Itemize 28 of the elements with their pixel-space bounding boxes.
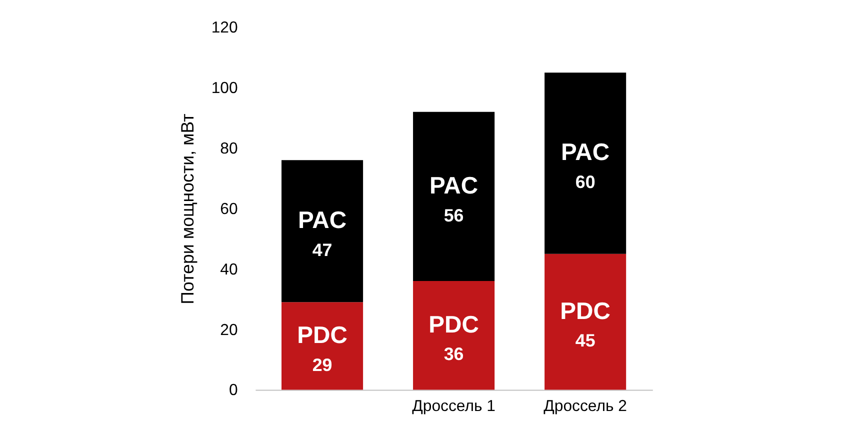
data-label: 36 [444, 344, 464, 364]
bar [282, 302, 364, 390]
data-label: 47 [312, 240, 332, 260]
data-label: 56 [444, 205, 464, 226]
y-tick-label: 120 [211, 20, 238, 37]
data-label: 45 [575, 330, 596, 351]
series-label: PDC [297, 322, 348, 349]
bar [413, 112, 495, 281]
y-axis-title: Потери мощности, мВт [177, 114, 198, 304]
x-tick-label: Дроссель 1 [412, 398, 496, 416]
x-tick-label: Дроссель 2 [544, 398, 628, 416]
bar [413, 281, 495, 390]
text: PDC [560, 298, 610, 325]
bar [544, 72, 626, 254]
text: PAC [298, 207, 347, 234]
bar [282, 160, 364, 302]
y-tick-label: 100 [211, 80, 238, 98]
text: PDC [428, 311, 479, 338]
y-tick-label: 80 [220, 140, 238, 158]
series-label: PAC [430, 172, 478, 200]
bar [544, 254, 626, 390]
y-tick-label: 40 [220, 261, 238, 278]
y-tick-label: 20 [220, 322, 238, 339]
y-tick-label: 60 [220, 200, 238, 218]
data-label: 60 [575, 172, 596, 192]
data-label: 29 [312, 354, 332, 375]
text: PAC [561, 139, 610, 166]
y-tick-label: 0 [228, 382, 238, 400]
